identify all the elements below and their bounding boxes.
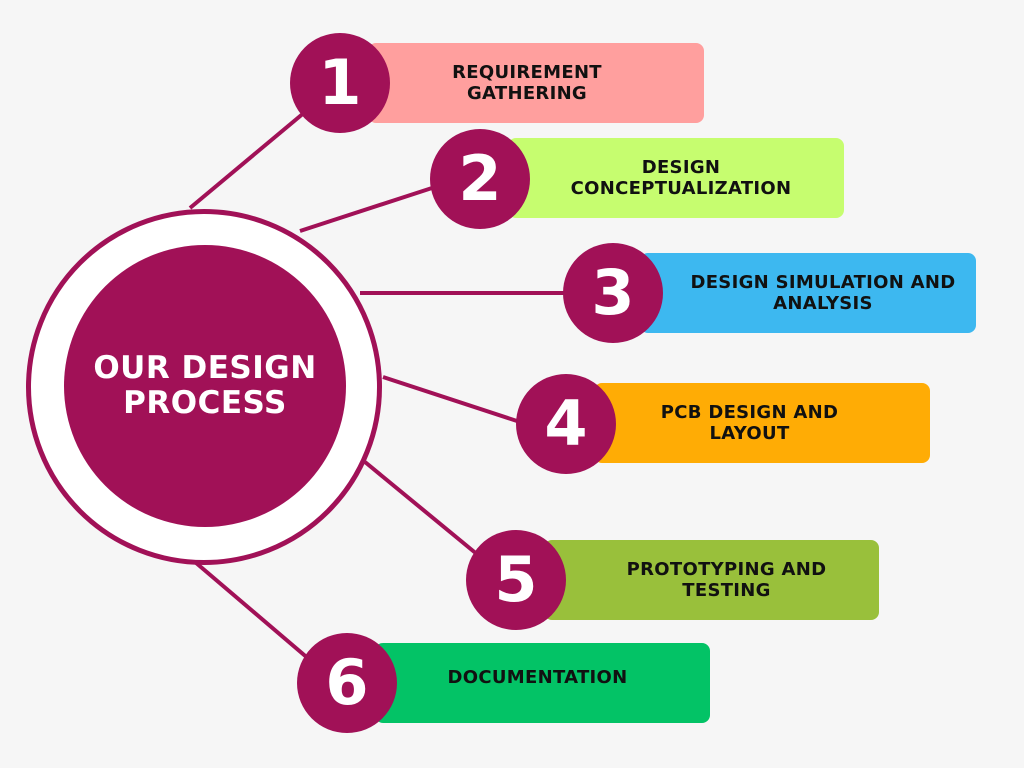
step-2-label: DESIGN CONCEPTUALIZATION bbox=[570, 156, 792, 199]
step-1-label: REQUIREMENT GATHERING bbox=[452, 61, 602, 104]
connector-line-6 bbox=[193, 560, 312, 662]
step-4-badge: 4 bbox=[516, 374, 616, 474]
step-3-bar: DESIGN SIMULATION AND ANALYSIS bbox=[640, 253, 976, 333]
step-1-badge: 1 bbox=[290, 33, 390, 133]
step-3-number: 3 bbox=[591, 256, 635, 329]
step-2-badge: 2 bbox=[430, 129, 530, 229]
step-5-number: 5 bbox=[494, 543, 538, 616]
step-3-badge: 3 bbox=[563, 243, 663, 343]
connector-line-1 bbox=[188, 110, 307, 210]
connector-line-2 bbox=[299, 186, 433, 233]
step-3-label: DESIGN SIMULATION AND ANALYSIS bbox=[690, 271, 956, 314]
step-5-label: PROTOTYPING AND TESTING bbox=[626, 558, 827, 601]
center-circle: OUR DESIGN PROCESS bbox=[64, 245, 346, 527]
step-2-number: 2 bbox=[458, 142, 502, 215]
step-2-bar: DESIGN CONCEPTUALIZATION bbox=[508, 138, 844, 218]
diagram-title: OUR DESIGN PROCESS bbox=[93, 350, 317, 421]
connector-line-5 bbox=[363, 460, 480, 557]
connector-line-4 bbox=[382, 375, 521, 424]
step-6-number: 6 bbox=[325, 646, 369, 719]
step-4-bar: PCB DESIGN AND LAYOUT bbox=[594, 383, 930, 463]
step-5-badge: 5 bbox=[466, 530, 566, 630]
step-4-label: PCB DESIGN AND LAYOUT bbox=[660, 401, 839, 444]
step-1-number: 1 bbox=[318, 46, 362, 119]
step-6-label: DOCUMENTATION bbox=[447, 667, 628, 688]
step-4-number: 4 bbox=[544, 387, 588, 460]
step-1-bar: REQUIREMENT GATHERING bbox=[368, 43, 704, 123]
step-6-badge: 6 bbox=[297, 633, 397, 733]
step-6-bar: DOCUMENTATION bbox=[375, 643, 710, 723]
step-5-bar: PROTOTYPING AND TESTING bbox=[544, 540, 879, 620]
